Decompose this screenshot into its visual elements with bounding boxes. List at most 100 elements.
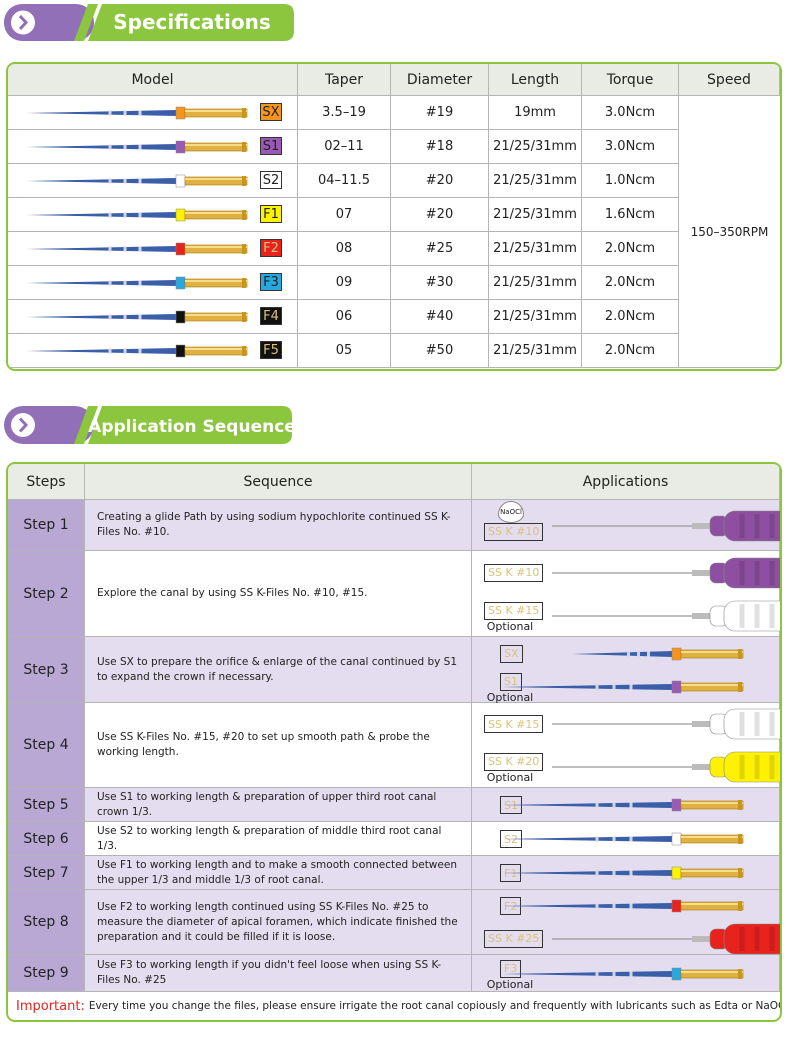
torque-cell: 3.0Ncm (582, 96, 679, 130)
applications-cell: F2 SS K #25 (472, 890, 780, 955)
column-header: Torque (582, 64, 679, 96)
torque-cell: 2.0Ncm (582, 334, 679, 368)
applications-cell: SS K #10 SS K #15 Optional (472, 551, 780, 637)
instrument-image (502, 967, 744, 980)
diameter-cell: #25 (391, 232, 489, 266)
instrument-image (552, 600, 780, 631)
file-label: SS K #15 (484, 601, 544, 620)
taper-cell: 07 (298, 198, 391, 232)
file-label: S1 (260, 137, 282, 155)
step-cell: Step 9 (8, 955, 85, 992)
taper-cell: 3.5–19 (298, 96, 391, 130)
section-banner: Specifications (4, 4, 294, 41)
file-label: F5 (260, 341, 282, 359)
file-label: F3 (500, 959, 522, 978)
torque-cell: 2.0Ncm (582, 266, 679, 300)
instrument-image (552, 751, 780, 783)
diameter-cell: #30 (391, 266, 489, 300)
torque-cell: 2.0Ncm (582, 300, 679, 334)
model-cell: S2 (8, 164, 298, 198)
sequence-cell: Use SX to prepare the orifice & enlarge … (85, 637, 472, 703)
sequence-cell: Use SS K-Files No. #15, #20 to set up sm… (85, 703, 472, 788)
column-header: Steps (8, 464, 85, 500)
taper-cell: 05 (298, 334, 391, 368)
file-label: SS K #10 (484, 563, 544, 582)
sequence-cell: Use F2 to working length continued using… (85, 890, 472, 955)
applications-cell: S2 (472, 822, 780, 856)
length-cell: 21/25/31mm (489, 198, 582, 232)
column-header: Speed (679, 64, 780, 96)
length-cell: 21/25/31mm (489, 164, 582, 198)
note: Optional (486, 770, 534, 784)
important-label: Important: (16, 998, 85, 1014)
speed-cell: 150–350RPM (679, 96, 780, 368)
spec-table: Model Taper Diameter Length Torque Speed SX 3.… (6, 62, 782, 371)
torque-cell: 2.0Ncm (582, 232, 679, 266)
torque-cell: 1.0Ncm (582, 164, 679, 198)
length-cell: 19mm (489, 96, 582, 130)
applications-cell: SS K #10 NaOCl (472, 500, 780, 551)
sequence-cell: Use S2 to working length & preparation o… (85, 822, 472, 856)
file-label: F2 (260, 239, 282, 257)
instrument-image (502, 680, 744, 693)
taper-cell: 04–11.5 (298, 164, 391, 198)
applications-cell: F3 Optional (472, 955, 780, 992)
diameter-cell: #20 (391, 198, 489, 232)
important-note: Important: Every time you change the file… (8, 992, 782, 1020)
instrument-image (26, 174, 248, 188)
instrument-image (26, 242, 248, 256)
instrument-image (572, 647, 744, 660)
diameter-cell: #40 (391, 300, 489, 334)
applications-cell: S1 (472, 788, 780, 822)
sequence-cell: Use S1 to working length & preparation o… (85, 788, 472, 822)
instrument-image (26, 140, 248, 154)
length-cell: 21/25/31mm (489, 300, 582, 334)
instrument-image (26, 276, 248, 290)
column-header: Applications (472, 464, 780, 500)
sequence-cell: Explore the canal by using SS K-Files No… (85, 551, 472, 637)
instrument-image (502, 866, 744, 880)
diameter-cell: #18 (391, 130, 489, 164)
diameter-cell: #19 (391, 96, 489, 130)
note: Optional (486, 977, 534, 991)
sequence-cell: Use F3 to working length if you didn't f… (85, 955, 472, 992)
model-cell: S1 (8, 130, 298, 164)
instrument-image (552, 923, 780, 955)
instrument-image (552, 708, 780, 740)
section-title: Specifications (113, 10, 270, 34)
file-label: SS K #20 (484, 752, 544, 771)
instrument-image (502, 798, 744, 812)
file-label: SS K #25 (484, 929, 544, 948)
column-header: Diameter (391, 64, 489, 96)
file-label: S1 (500, 672, 522, 691)
sequence-cell: Creating a glide Path by using sodium hy… (85, 500, 472, 551)
instrument-image (26, 310, 248, 324)
length-cell: 21/25/31mm (489, 130, 582, 164)
section-title: Application Sequence (88, 417, 294, 437)
diameter-cell: #20 (391, 164, 489, 198)
file-label: S2 (260, 171, 282, 189)
step-cell: Step 1 (8, 500, 85, 551)
model-cell: F3 (8, 266, 298, 300)
applications-cell: SX S1 Optional (472, 637, 780, 704)
step-cell: Step 5 (8, 788, 85, 822)
taper-cell: 02–11 (298, 130, 391, 164)
instrument-image (26, 344, 248, 358)
important-text: Every time you change the files, please … (88, 1000, 782, 1012)
step-cell: Step 7 (8, 856, 85, 890)
note: Optional (486, 690, 534, 704)
file-label: SX (260, 103, 282, 121)
file-label: SX (500, 644, 523, 663)
file-label: SS K #10 (484, 522, 544, 541)
length-cell: 21/25/31mm (489, 266, 582, 300)
instrument-image (26, 106, 248, 120)
instrument-image (502, 900, 744, 913)
application-table: Steps Sequence Applications Step 1 Creating … (6, 462, 782, 1022)
instrument-image (502, 832, 744, 846)
torque-cell: 3.0Ncm (582, 130, 679, 164)
column-header: Taper (298, 64, 391, 96)
file-label: SS K #15 (484, 715, 544, 734)
sequence-cell: Use F1 to working length and to make a s… (85, 856, 472, 890)
applications-cell: SS K #15 SS K #20 Optional (472, 703, 780, 788)
